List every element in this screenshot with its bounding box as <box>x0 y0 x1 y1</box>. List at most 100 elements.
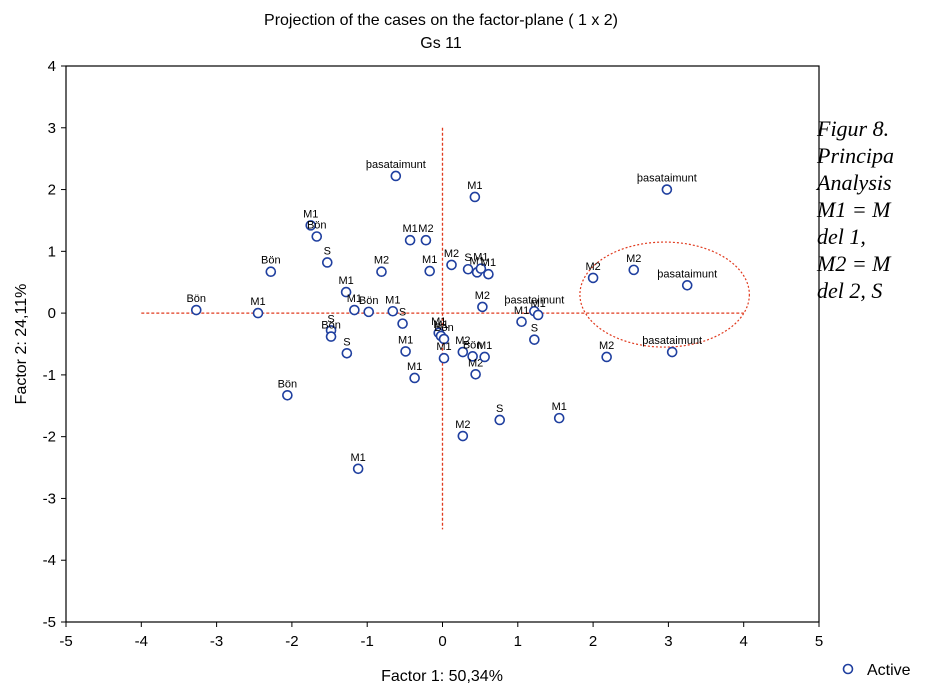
point-label: M1 <box>467 180 482 192</box>
point-label: S <box>496 403 503 415</box>
point-marker <box>363 306 375 318</box>
point-label: Bön <box>307 220 327 232</box>
point-marker <box>265 266 277 278</box>
point-marker <box>467 351 478 362</box>
caption-line: del 2, S <box>817 278 882 303</box>
data-point: M1 <box>481 257 496 280</box>
y-tick-label: 2 <box>48 182 56 199</box>
data-point: M1 <box>402 223 418 246</box>
data-point: M1 <box>530 298 546 321</box>
point-marker <box>349 304 360 316</box>
data-point: M1 <box>385 294 400 317</box>
data-point: Bön <box>434 322 454 345</box>
y-tick-label: 1 <box>48 243 56 260</box>
point-label: S <box>343 336 350 348</box>
point-label: M2 <box>455 335 470 347</box>
data-point: S <box>341 336 353 359</box>
x-tick-label: 1 <box>514 633 522 650</box>
point-marker <box>479 351 490 363</box>
caption-line: Principa <box>816 143 894 168</box>
point-label: S <box>324 245 331 257</box>
point-marker <box>587 272 599 284</box>
point-label: M1 <box>477 340 492 352</box>
point-label: M2 <box>585 261 600 273</box>
point-label: M1 <box>402 223 417 235</box>
data-point: M1 <box>338 275 354 298</box>
point-marker <box>387 305 399 317</box>
point-label: M2 <box>468 357 483 369</box>
point-marker <box>420 234 432 246</box>
data-point: M2 <box>475 290 490 313</box>
point-label: þasataimunt <box>657 268 717 280</box>
caption-line: Figur 8. <box>816 116 889 141</box>
x-tick-label: 4 <box>740 633 748 650</box>
point-marker <box>470 368 481 380</box>
point-marker <box>462 263 474 275</box>
point-label: M2 <box>374 255 389 267</box>
x-tick-label: -4 <box>135 633 148 650</box>
data-point: S <box>397 307 408 329</box>
point-marker <box>438 352 450 364</box>
data-point: M1 <box>477 340 492 363</box>
data-point: M2 <box>455 335 470 358</box>
x-tick-label: -5 <box>59 633 72 650</box>
data-point: þasataimunt <box>366 159 426 182</box>
x-tick-label: -3 <box>210 633 223 650</box>
legend-label: Active <box>867 662 911 679</box>
data-point: M1 <box>303 208 318 231</box>
point-marker <box>661 184 673 195</box>
point-label: S <box>327 313 334 325</box>
y-axis-label: Factor 2: 24,11% <box>13 284 30 405</box>
point-marker <box>457 346 469 358</box>
point-label: M1 <box>351 452 366 464</box>
point-marker <box>409 372 420 384</box>
point-label: S <box>531 323 538 335</box>
point-marker <box>553 412 565 424</box>
highlight-ellipse-layer <box>579 241 750 348</box>
figure-caption: Figur 8. Principa Analysis M1 = M del 1,… <box>815 116 894 303</box>
point-marker <box>325 331 337 342</box>
point-label: M1 <box>530 298 545 310</box>
point-label: M1 <box>514 305 529 317</box>
y-tick-label: -3 <box>43 490 56 507</box>
legend: Active <box>842 662 911 679</box>
point-label: M1 <box>552 401 567 413</box>
point-marker <box>311 231 323 242</box>
point-label: M2 <box>475 290 490 302</box>
point-marker <box>352 463 364 475</box>
data-point: Bön <box>463 339 483 362</box>
point-label: Bön <box>186 293 206 305</box>
point-label: þasataimunt <box>366 159 426 171</box>
data-point: þasataimunt <box>642 335 702 358</box>
point-marker <box>341 347 353 359</box>
data-point: S <box>321 245 333 268</box>
data-point: M2 <box>468 357 483 380</box>
point-marker <box>321 257 333 268</box>
point-marker <box>516 316 527 328</box>
data-point: Bön <box>321 320 341 342</box>
x-tick-label: 3 <box>664 633 672 650</box>
data-point: M1 <box>347 293 362 316</box>
data-point: S <box>462 252 474 275</box>
point-label: M2 <box>626 253 641 265</box>
y-tick-label: -2 <box>43 429 56 446</box>
point-label: M1 <box>338 275 353 287</box>
data-point: Bön <box>278 378 297 401</box>
point-label: M1 <box>473 252 488 264</box>
point-marker <box>666 346 678 358</box>
point-label: S <box>464 252 471 264</box>
point-label: M1 <box>303 208 318 220</box>
data-point: Bön <box>261 255 281 278</box>
point-label: Bön <box>463 339 483 351</box>
point-marker <box>376 266 387 278</box>
x-axis-label: Factor 1: 50,34% <box>381 668 503 685</box>
point-label: M1 <box>398 334 413 346</box>
point-label: M1 <box>433 319 448 331</box>
point-marker <box>681 280 693 291</box>
point-label: M1 <box>407 361 422 373</box>
data-point: M1 <box>436 341 452 364</box>
point-label: M1 <box>422 254 437 266</box>
chart-title: Projection of the cases on the factor-pl… <box>264 12 618 29</box>
data-point: M2 <box>599 340 614 363</box>
